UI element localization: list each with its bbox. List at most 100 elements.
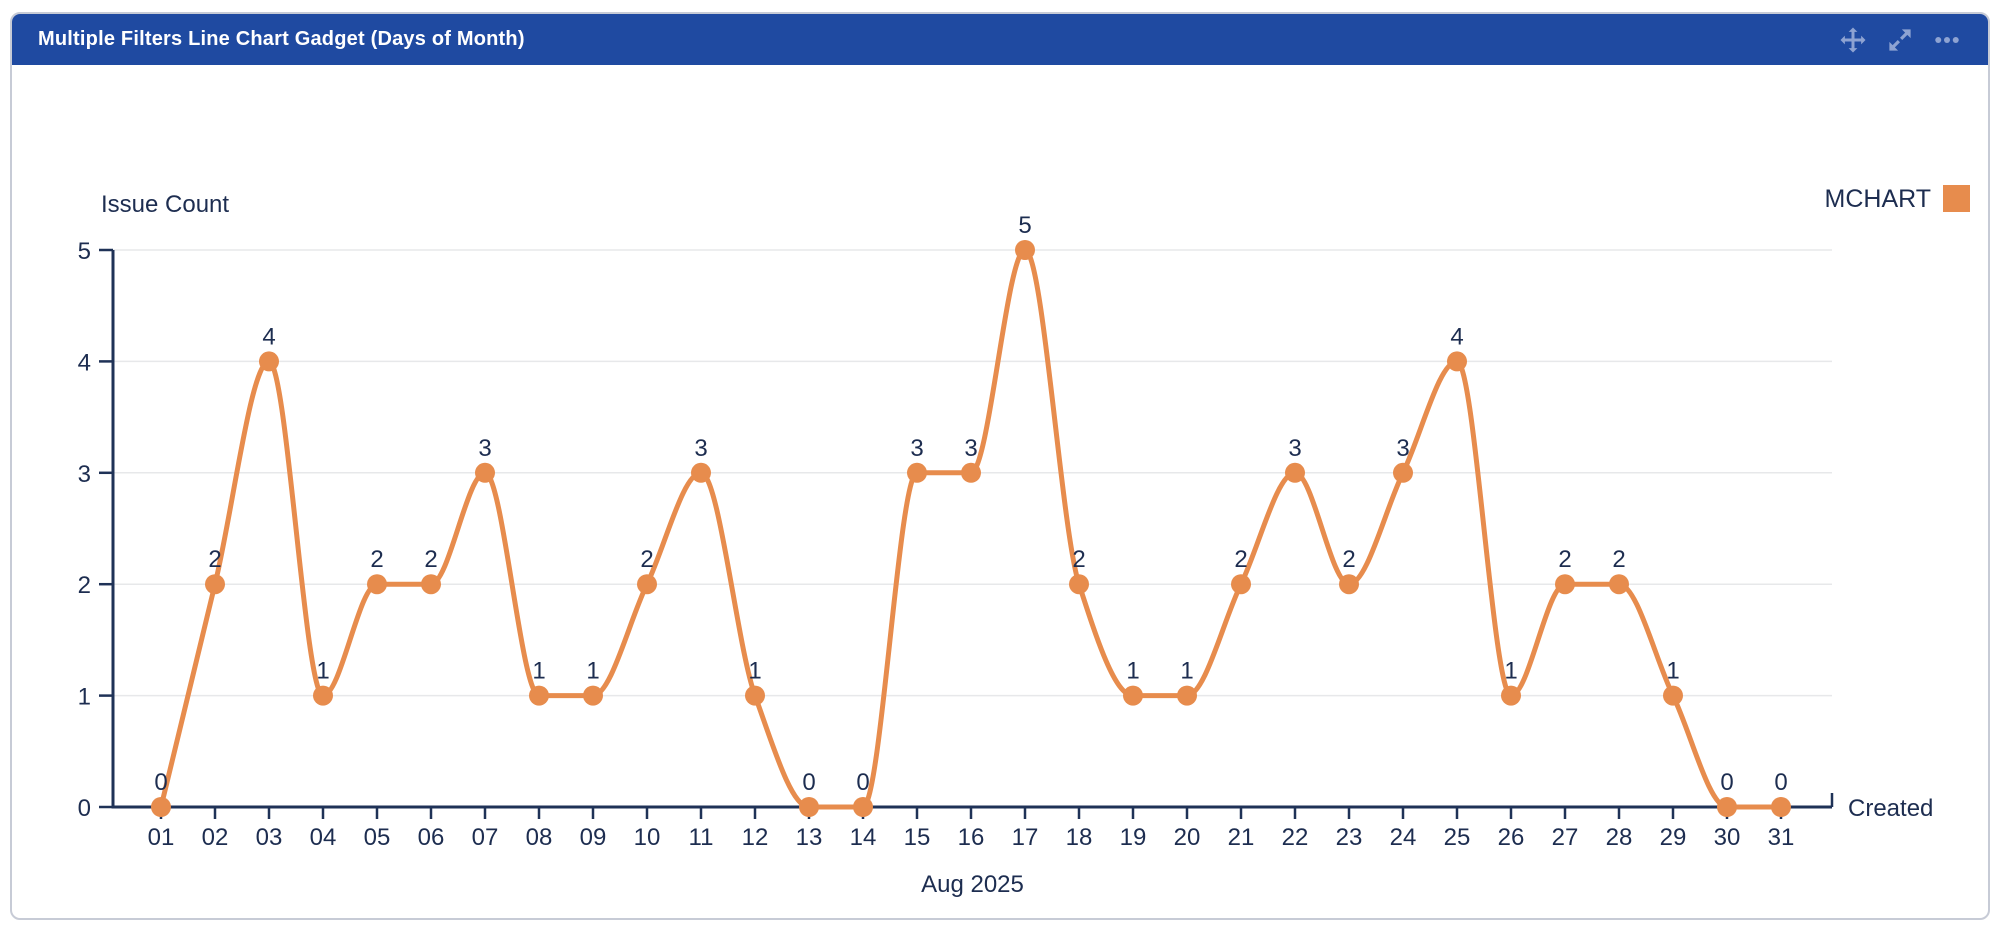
x-tick-label: 29: [1660, 824, 1687, 851]
x-tick-label: 18: [1066, 824, 1093, 851]
x-tick-label: 13: [796, 824, 823, 851]
data-point[interactable]: [583, 685, 603, 706]
move-icon[interactable]: [1838, 25, 1868, 55]
data-label: 2: [1558, 546, 1571, 573]
x-tick-label: 15: [904, 824, 931, 851]
x-tick-label: 14: [850, 824, 877, 851]
x-tick-label: 09: [580, 824, 607, 851]
data-label: 2: [424, 546, 437, 573]
y-tick-label: 3: [78, 461, 91, 488]
data-point[interactable]: [1663, 685, 1683, 706]
data-label: 0: [1720, 769, 1733, 796]
data-label: 1: [1504, 658, 1517, 685]
data-point[interactable]: [367, 574, 387, 595]
x-tick-label: 22: [1282, 824, 1309, 851]
x-tick-label: 12: [742, 824, 769, 851]
x-tick-label: 21: [1228, 824, 1255, 851]
x-tick-label: 25: [1444, 824, 1471, 851]
y-tick-label: 4: [78, 349, 91, 376]
data-label: 2: [370, 546, 383, 573]
data-point[interactable]: [1609, 574, 1629, 595]
data-point[interactable]: [1339, 574, 1359, 595]
data-point[interactable]: [1177, 685, 1197, 706]
x-tick-label: 30: [1714, 824, 1741, 851]
data-label: 5: [1018, 212, 1031, 239]
data-point[interactable]: [1717, 797, 1737, 817]
data-point[interactable]: [799, 797, 819, 817]
legend-label[interactable]: MCHART: [1825, 185, 1931, 213]
data-point[interactable]: [1015, 240, 1035, 260]
data-label: 1: [748, 658, 761, 685]
data-point[interactable]: [475, 462, 495, 483]
x-tick-label: 19: [1120, 824, 1147, 851]
data-label: 0: [154, 769, 167, 796]
x-tick-label: 24: [1390, 824, 1417, 851]
data-label: 0: [802, 769, 815, 796]
x-tick-label: 20: [1174, 824, 1201, 851]
data-point[interactable]: [1123, 685, 1143, 706]
data-label: 0: [1774, 769, 1787, 796]
data-point[interactable]: [421, 574, 441, 595]
data-point[interactable]: [907, 462, 927, 483]
more-icon[interactable]: [1932, 25, 1962, 55]
x-axis-month-label: Aug 2025: [921, 871, 1024, 898]
x-tick-label: 16: [958, 824, 985, 851]
data-point[interactable]: [745, 685, 765, 706]
data-label: 1: [1666, 658, 1679, 685]
data-point[interactable]: [313, 685, 333, 706]
data-label: 3: [964, 435, 977, 462]
x-tick-label: 26: [1498, 824, 1525, 851]
y-tick-label: 1: [78, 684, 91, 711]
data-label: 2: [1612, 546, 1625, 573]
data-label: 1: [1126, 658, 1139, 685]
data-label: 2: [1072, 546, 1085, 573]
y-axis-title: Issue Count: [101, 191, 229, 218]
data-point[interactable]: [691, 462, 711, 483]
x-tick-label: 10: [634, 824, 661, 851]
x-tick-label: 02: [202, 824, 229, 851]
data-label: 2: [208, 546, 221, 573]
data-label: 2: [640, 546, 653, 573]
data-label: 3: [694, 435, 707, 462]
data-point[interactable]: [1231, 574, 1251, 595]
data-point[interactable]: [853, 797, 873, 817]
x-tick-label: 05: [364, 824, 391, 851]
data-label: 3: [910, 435, 923, 462]
data-point[interactable]: [1501, 685, 1521, 706]
data-point[interactable]: [259, 351, 279, 372]
data-point[interactable]: [529, 685, 549, 706]
data-point[interactable]: [1447, 351, 1467, 372]
gadget-header: Multiple Filters Line Chart Gadget (Days…: [12, 14, 1988, 65]
x-tick-label: 01: [148, 824, 175, 851]
series-line: [158, 247, 1784, 810]
data-label: 2: [1234, 546, 1247, 573]
data-label: 1: [532, 658, 545, 685]
gadget-header-actions: [1838, 25, 1962, 55]
data-point[interactable]: [151, 797, 171, 817]
data-label: 4: [262, 323, 275, 350]
expand-icon[interactable]: [1885, 25, 1915, 55]
data-point[interactable]: [1069, 574, 1089, 595]
chart-body: 0 1 2 3 4 5 01 02 03 04 05 06 07 08 09 10 11 12 13 14 15 16 17…: [12, 65, 1988, 918]
data-label: 3: [1288, 435, 1301, 462]
x-tick-label: 07: [472, 824, 499, 851]
data-point[interactable]: [961, 462, 981, 483]
data-point[interactable]: [205, 574, 225, 595]
x-tick-label: 28: [1606, 824, 1633, 851]
data-label: 2: [1342, 546, 1355, 573]
x-tick-label: 04: [310, 824, 337, 851]
x-tick-label: 27: [1552, 824, 1579, 851]
y-tick-label: 5: [78, 238, 91, 265]
data-point[interactable]: [1393, 462, 1413, 483]
data-label: 1: [586, 658, 599, 685]
data-point[interactable]: [637, 574, 657, 595]
x-tick-label: 11: [689, 824, 714, 851]
legend-swatch[interactable]: [1943, 185, 1970, 212]
data-point[interactable]: [1285, 462, 1305, 483]
data-point[interactable]: [1771, 797, 1791, 817]
x-tick-label: 17: [1012, 824, 1039, 851]
data-point[interactable]: [1555, 574, 1575, 595]
x-tick-label: 03: [256, 824, 283, 851]
